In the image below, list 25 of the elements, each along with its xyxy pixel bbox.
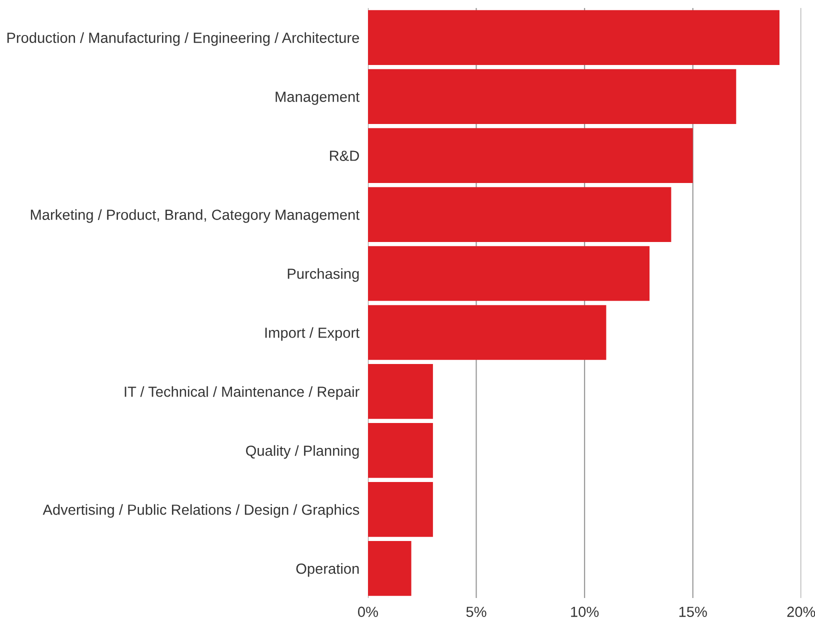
y-tick-label: Production / Manufacturing / Engineering / Architecture [7, 32, 360, 46]
y-tick-label: R&D [330, 150, 359, 161]
bar [368, 187, 672, 242]
bar [368, 541, 412, 596]
y-tick-label: Advertising / Public Relations / Design / Graphics [42, 504, 360, 518]
x-tick-label: 20% [787, 606, 815, 617]
bar [368, 305, 606, 360]
x-tick-label: 5% [466, 606, 486, 617]
x-tick-label: 15% [679, 606, 707, 617]
y-tick-label: IT / Technical / Maintenance / Repair [124, 386, 360, 400]
y-tick-label: Operation [296, 563, 359, 577]
y-tick-label: Quality / Planning [246, 445, 359, 459]
y-tick-label: Marketing / Product, Brand, Category Management [30, 209, 360, 223]
bar [368, 69, 736, 124]
bar [368, 10, 780, 65]
y-tick-label: Management [276, 92, 360, 105]
bar [368, 364, 433, 419]
bar [368, 246, 650, 301]
bar [368, 482, 433, 537]
bar [368, 128, 693, 183]
x-tick-label: 10% [571, 606, 599, 617]
x-tick-label: 0% [358, 606, 378, 617]
bar [368, 423, 433, 478]
y-tick-label: Import / Export [265, 327, 360, 341]
y-tick-label: Purchasing [288, 268, 359, 282]
